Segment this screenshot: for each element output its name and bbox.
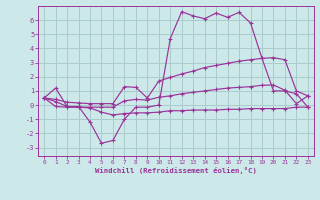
X-axis label: Windchill (Refroidissement éolien,°C): Windchill (Refroidissement éolien,°C) bbox=[95, 167, 257, 174]
